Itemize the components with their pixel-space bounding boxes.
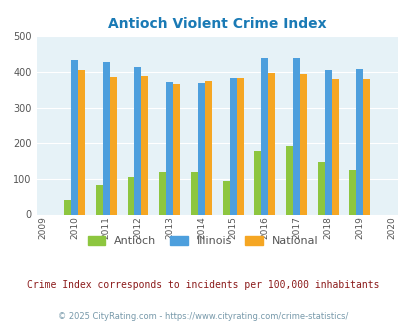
- Bar: [362, 80, 369, 214]
- Bar: [317, 162, 324, 214]
- Bar: [109, 77, 117, 215]
- Bar: [96, 185, 102, 214]
- Bar: [356, 69, 362, 215]
- Legend: Antioch, Illinois, National: Antioch, Illinois, National: [83, 232, 322, 251]
- Bar: [331, 80, 338, 214]
- Bar: [141, 76, 148, 214]
- Bar: [197, 83, 205, 214]
- Bar: [268, 73, 275, 215]
- Bar: [102, 62, 109, 214]
- Bar: [236, 78, 243, 214]
- Bar: [71, 60, 78, 214]
- Bar: [229, 78, 236, 214]
- Bar: [205, 81, 211, 214]
- Bar: [299, 74, 306, 214]
- Bar: [190, 173, 197, 214]
- Bar: [134, 67, 141, 214]
- Bar: [254, 151, 261, 214]
- Bar: [78, 70, 85, 214]
- Bar: [159, 173, 166, 214]
- Text: © 2025 CityRating.com - https://www.cityrating.com/crime-statistics/: © 2025 CityRating.com - https://www.city…: [58, 312, 347, 321]
- Bar: [64, 200, 71, 214]
- Bar: [261, 58, 268, 214]
- Bar: [127, 177, 134, 214]
- Title: Antioch Violent Crime Index: Antioch Violent Crime Index: [108, 17, 326, 31]
- Bar: [324, 70, 331, 214]
- Text: Crime Index corresponds to incidents per 100,000 inhabitants: Crime Index corresponds to incidents per…: [27, 280, 378, 290]
- Bar: [349, 170, 356, 215]
- Bar: [285, 146, 292, 214]
- Bar: [166, 82, 173, 214]
- Bar: [222, 181, 229, 214]
- Bar: [292, 58, 299, 214]
- Bar: [173, 84, 180, 214]
